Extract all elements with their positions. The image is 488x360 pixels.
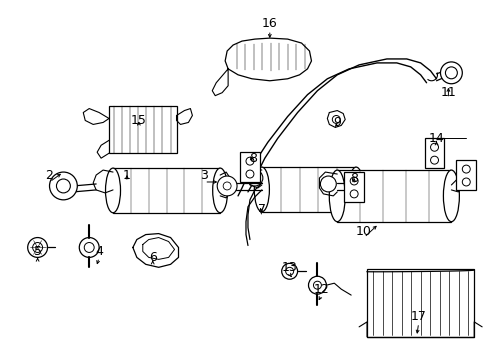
Text: 12: 12 [313, 283, 328, 296]
Circle shape [429, 156, 438, 164]
Circle shape [84, 243, 94, 252]
Ellipse shape [105, 168, 120, 213]
Ellipse shape [443, 170, 458, 222]
Bar [366, 269, 473, 337]
Text: 15: 15 [131, 114, 146, 127]
Ellipse shape [254, 167, 269, 212]
Text: 16: 16 [262, 17, 277, 30]
Text: 2: 2 [45, 168, 53, 181]
Circle shape [349, 190, 357, 198]
Ellipse shape [348, 167, 363, 212]
Bar [113, 168, 220, 213]
Text: 6: 6 [148, 251, 156, 264]
Circle shape [313, 281, 321, 289]
Text: 13: 13 [281, 261, 297, 274]
Circle shape [245, 157, 253, 165]
Ellipse shape [328, 170, 345, 222]
Text: 9: 9 [333, 116, 341, 129]
Text: 14: 14 [428, 132, 444, 145]
Text: 8: 8 [248, 152, 256, 165]
Circle shape [461, 178, 469, 186]
Bar [109, 105, 176, 153]
Text: 1: 1 [122, 168, 131, 181]
Bar [262, 167, 355, 212]
Text: 4: 4 [95, 245, 103, 258]
Circle shape [28, 238, 47, 257]
Circle shape [308, 276, 325, 294]
Circle shape [332, 116, 340, 123]
Ellipse shape [212, 168, 227, 213]
Text: 3: 3 [200, 168, 208, 181]
Circle shape [320, 176, 336, 192]
Circle shape [245, 170, 253, 178]
Circle shape [79, 238, 99, 257]
Circle shape [445, 67, 456, 79]
Circle shape [217, 176, 237, 196]
Circle shape [429, 143, 438, 151]
Circle shape [56, 179, 70, 193]
Circle shape [440, 62, 461, 84]
Circle shape [281, 264, 297, 279]
Circle shape [33, 243, 42, 252]
Circle shape [349, 177, 357, 185]
Circle shape [285, 267, 293, 275]
Bar [240, 152, 259, 182]
Bar [455, 160, 475, 190]
Text: 10: 10 [355, 225, 371, 238]
Circle shape [461, 165, 469, 173]
Bar [344, 172, 364, 202]
Bar [424, 138, 444, 168]
Text: 8: 8 [349, 171, 357, 185]
Text: 17: 17 [410, 310, 426, 323]
Circle shape [246, 170, 263, 186]
Text: 11: 11 [440, 86, 455, 99]
Text: 7: 7 [257, 203, 265, 216]
Circle shape [49, 172, 77, 200]
Text: 5: 5 [34, 245, 41, 258]
Bar [337, 170, 450, 222]
Circle shape [223, 182, 231, 190]
